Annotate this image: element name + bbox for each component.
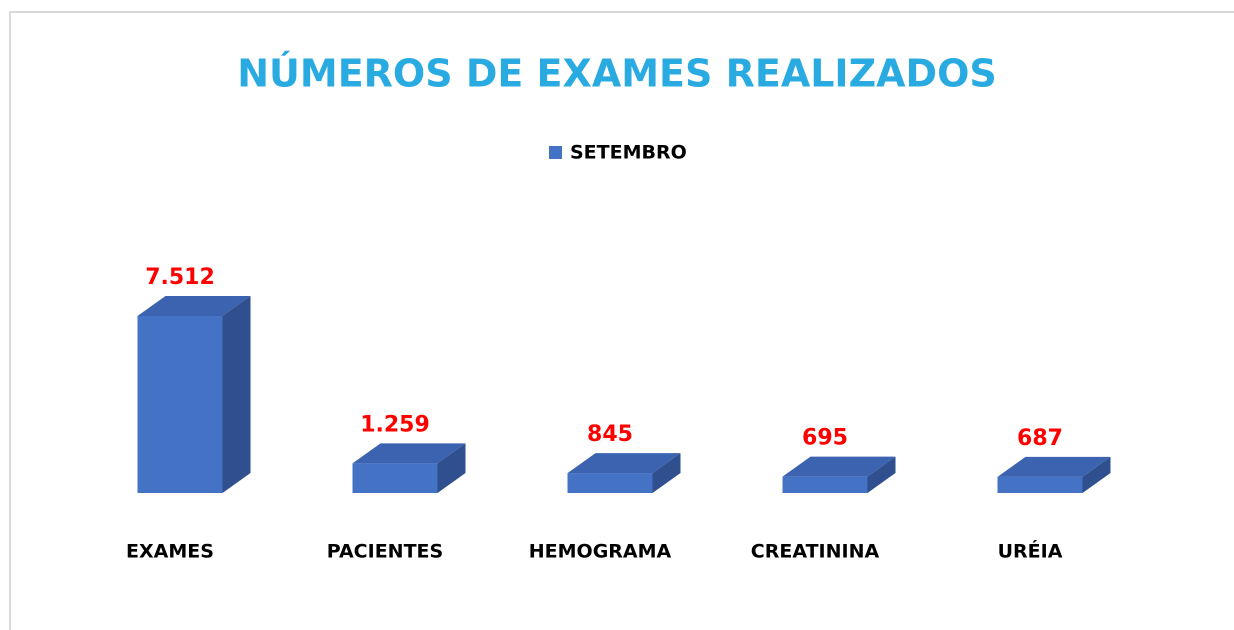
x-tick-label: CREATININA — [751, 541, 880, 563]
value-label: 687 — [1017, 426, 1063, 451]
legend-label: SETEMBRO — [570, 142, 687, 164]
value-label: 7.512 — [145, 265, 215, 290]
value-label: 1.259 — [360, 412, 430, 437]
legend-swatch — [549, 146, 562, 159]
bar-side — [222, 296, 251, 493]
bar-side — [437, 443, 466, 493]
bar-top — [782, 456, 896, 477]
bar-top — [137, 296, 251, 316]
x-tick-label: EXAMES — [126, 541, 214, 563]
bar-side — [867, 456, 896, 493]
value-label: 695 — [802, 426, 848, 451]
bar-top — [567, 453, 681, 474]
chart-title: NÚMEROS DE EXAMES REALIZADOS — [237, 52, 997, 96]
chart-frame — [9, 11, 1234, 630]
bar — [782, 476, 868, 493]
bar — [997, 476, 1083, 493]
bar — [137, 316, 223, 493]
bar-side — [1082, 456, 1111, 493]
value-label: 845 — [587, 422, 633, 447]
x-tick-label: PACIENTES — [327, 541, 443, 563]
bar-top — [997, 456, 1111, 477]
bar — [352, 463, 438, 493]
bar — [567, 473, 653, 493]
x-tick-label: URÉIA — [998, 540, 1063, 563]
bar-side — [652, 453, 681, 493]
bar-top — [352, 443, 466, 464]
x-tick-label: HEMOGRAMA — [529, 541, 672, 563]
